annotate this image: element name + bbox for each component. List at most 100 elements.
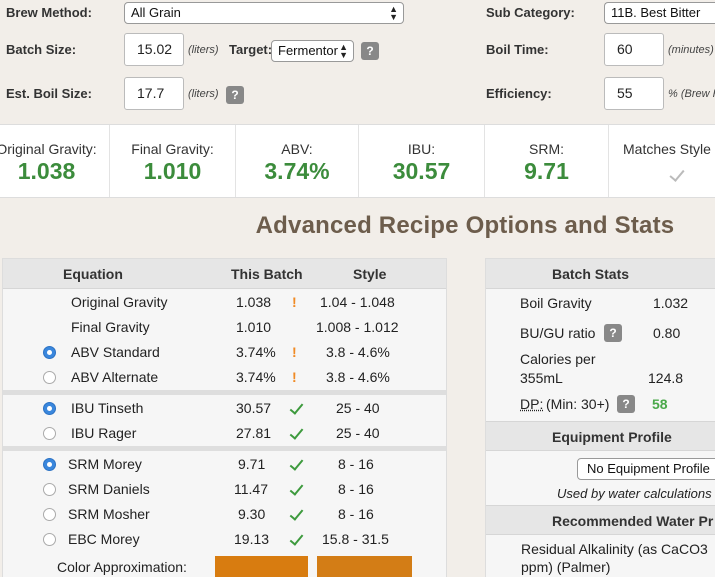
warning-icon: ! [292, 369, 297, 385]
row-style: 25 - 40 [336, 400, 380, 416]
batch-size-input[interactable]: 15.02 [124, 33, 184, 66]
check-icon [669, 166, 685, 182]
target-label: Target: [229, 42, 273, 57]
row-style: 1.04 - 1.048 [320, 294, 395, 310]
boil-time-unit: (minutes) [668, 44, 714, 56]
table-row: ABV Standard 3.74% ! 3.8 - 4.6% [2, 340, 447, 365]
boil-size-help-icon[interactable]: ? [226, 86, 244, 104]
header-equation: Equation [63, 266, 123, 282]
dp-help-icon[interactable]: ? [617, 395, 635, 413]
bugu-help-icon[interactable]: ? [604, 324, 622, 342]
boil-gravity-value: 1.032 [653, 295, 689, 311]
stat-value: 1.010 [143, 158, 202, 184]
stat-matches-style: Matches Style [609, 125, 715, 197]
brew-method-label: Brew Method: [6, 5, 92, 20]
row-equation: SRM Daniels [68, 481, 150, 497]
check-icon [289, 531, 304, 546]
stat-label: ABV: [281, 141, 313, 157]
check-icon [289, 481, 304, 496]
check-icon [289, 425, 304, 440]
row-batch: 9.30 [238, 506, 266, 522]
calories-value: 124.8 [648, 370, 684, 386]
stat-label: IBU: [407, 141, 436, 157]
boil-time-label: Boil Time: [486, 42, 549, 57]
batch-size-unit: (liters) [188, 44, 219, 56]
row-equation: ABV Standard [71, 344, 160, 360]
target-help-icon[interactable]: ? [361, 42, 379, 60]
table-row: IBU Rager 27.81 25 - 40 [2, 421, 447, 446]
table-row: Original Gravity 1.038 ! 1.04 - 1.048 [2, 290, 447, 315]
warning-icon: ! [292, 294, 297, 310]
srm-daniels-radio[interactable] [43, 483, 56, 496]
efficiency-label: Efficiency: [486, 86, 552, 101]
equipment-note: Used by water calculations [557, 486, 712, 501]
row-equation: Original Gravity [71, 294, 168, 310]
target-value: Fermentor [278, 43, 338, 58]
select-arrows-icon: ▲ ▼ [339, 42, 348, 60]
row-style: 8 - 16 [338, 506, 374, 522]
efficiency-unit: % (Brew H [668, 88, 715, 100]
row-batch: 30.57 [236, 400, 272, 416]
brew-method-select[interactable]: All Grain ▲ ▼ [124, 2, 404, 24]
sub-category-value: 11B. Best Bitter [611, 5, 701, 20]
row-batch: 1.038 [236, 294, 272, 310]
table-row: ABV Alternate 3.74% ! 3.8 - 4.6% [2, 365, 447, 390]
stat-abv: ABV: 3.74% [236, 125, 359, 197]
row-style: 15.8 - 31.5 [322, 531, 389, 547]
batch-stats-title: Batch Stats [552, 266, 630, 282]
check-icon [289, 400, 304, 415]
ibu-tinseth-radio[interactable] [43, 402, 56, 415]
recipe-stats-bar: Original Gravity: 1.038 Final Gravity: 1… [0, 124, 715, 198]
stat-label: Final Gravity: [131, 141, 214, 157]
row-style: 3.8 - 4.6% [326, 344, 390, 360]
water-profile-header: Recommended Water Pr [486, 505, 715, 535]
row-style: 25 - 40 [336, 425, 380, 441]
stat-value: 30.57 [392, 158, 451, 184]
row-style: 8 - 16 [338, 481, 374, 497]
calories-label-line1: Calories per [520, 351, 596, 367]
boil-gravity-label: Boil Gravity [520, 295, 592, 311]
table-row: SRM Daniels 11.47 8 - 16 [2, 477, 447, 502]
sub-category-select[interactable]: 11B. Best Bitter [604, 2, 715, 24]
boil-time-input[interactable]: 60 [604, 33, 664, 66]
calories-label-line2: 355mL [520, 370, 563, 386]
equipment-profile-value: No Equipment Profile [587, 461, 710, 476]
row-style: 1.008 - 1.012 [316, 319, 399, 335]
row-style: 3.8 - 4.6% [326, 369, 390, 385]
abv-standard-radio[interactable] [43, 346, 56, 359]
table-header: Equation This Batch Style [3, 259, 446, 289]
row-batch: 19.13 [234, 531, 270, 547]
stat-value: 1.038 [17, 158, 76, 184]
target-select[interactable]: Fermentor ▲ ▼ [271, 40, 354, 62]
srm-morey-radio[interactable] [43, 458, 56, 471]
ibu-rager-radio[interactable] [43, 427, 56, 440]
stat-final-gravity: Final Gravity: 1.010 [110, 125, 236, 197]
equipment-profile-header: Equipment Profile [486, 421, 715, 451]
header-style: Style [353, 266, 387, 282]
recipe-form: Brew Method: All Grain ▲ ▼ Batch Size: 15… [0, 0, 715, 120]
batch-color-swatch [215, 556, 308, 577]
srm-mosher-radio[interactable] [43, 508, 56, 521]
stat-original-gravity: Original Gravity: 1.038 [0, 125, 110, 197]
est-boil-size-input[interactable]: 17.7 [124, 77, 184, 110]
sub-category-label: Sub Category: [486, 5, 575, 20]
stat-ibu: IBU: 30.57 [359, 125, 485, 197]
efficiency-input[interactable]: 55 [604, 77, 664, 110]
dp-value: 58 [652, 396, 668, 412]
row-batch: 27.81 [236, 425, 272, 441]
row-divider [3, 446, 446, 451]
stat-label: SRM: [529, 141, 564, 157]
row-equation: SRM Morey [68, 456, 142, 472]
dp-min: (Min: 30+) [546, 396, 610, 412]
table-row: SRM Mosher 9.30 8 - 16 [2, 502, 447, 527]
stat-value: 9.71 [524, 158, 569, 184]
ebc-morey-radio[interactable] [43, 533, 56, 546]
equipment-profile-select[interactable]: No Equipment Profile [577, 458, 715, 480]
batch-stats-panel: Batch Stats Boil Gravity 1.032 BU/GU rat… [485, 258, 715, 577]
abv-alternate-radio[interactable] [43, 371, 56, 384]
residual-alkalinity-line1: Residual Alkalinity (as CaCO3 [521, 541, 708, 557]
row-batch: 1.010 [236, 319, 272, 335]
dp-label: DP: [520, 396, 544, 412]
stat-label: Original Gravity: [0, 141, 97, 157]
table-row: Final Gravity 1.010 1.008 - 1.012 [2, 315, 447, 340]
